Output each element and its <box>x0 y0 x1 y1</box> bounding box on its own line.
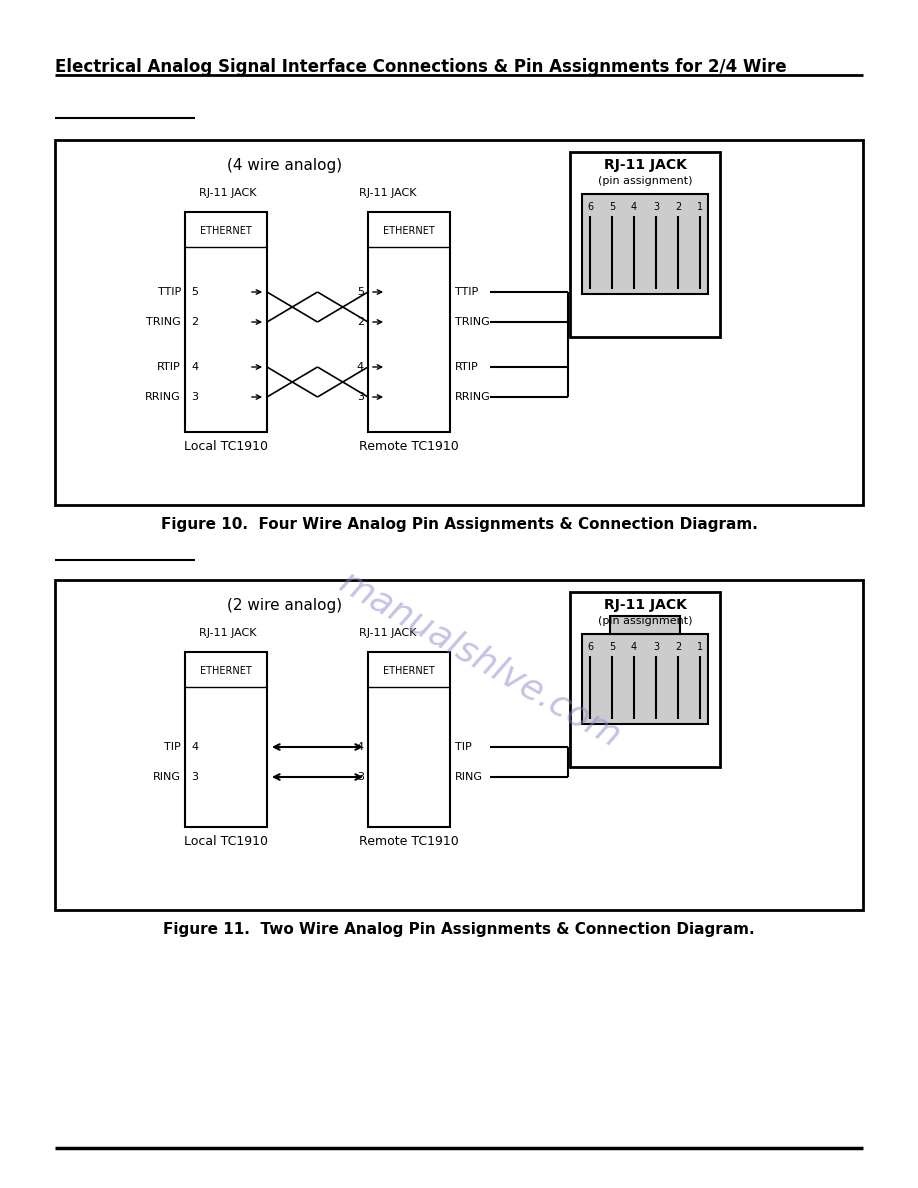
Text: RTIP: RTIP <box>157 362 181 372</box>
Text: 5: 5 <box>357 287 364 297</box>
Text: ETHERNET: ETHERNET <box>383 666 435 676</box>
Text: RJ-11 JACK: RJ-11 JACK <box>603 598 687 612</box>
Text: manualshlve.com: manualshlve.com <box>333 565 627 754</box>
Bar <box>570 592 720 767</box>
Text: Local TC1910: Local TC1910 <box>184 440 268 453</box>
Text: Remote TC1910: Remote TC1910 <box>359 835 459 848</box>
Text: 2: 2 <box>191 317 198 327</box>
Text: TIP: TIP <box>455 742 472 752</box>
Bar <box>582 194 708 293</box>
Bar <box>368 211 450 432</box>
Text: TIP: TIP <box>164 742 181 752</box>
Text: 3: 3 <box>191 392 198 402</box>
Text: 5: 5 <box>609 202 615 211</box>
Text: 4: 4 <box>357 742 364 752</box>
Bar <box>582 634 708 723</box>
Text: ETHERNET: ETHERNET <box>383 226 435 236</box>
Text: (pin assignment): (pin assignment) <box>598 617 692 626</box>
Text: RJ-11 JACK: RJ-11 JACK <box>359 188 417 198</box>
Text: 2: 2 <box>675 642 681 652</box>
Text: TTIP: TTIP <box>158 287 181 297</box>
Text: 4: 4 <box>631 642 637 652</box>
Text: RRING: RRING <box>455 392 491 402</box>
Text: 2: 2 <box>675 202 681 211</box>
Text: RJ-11 JACK: RJ-11 JACK <box>199 628 257 638</box>
Text: 5: 5 <box>609 642 615 652</box>
Text: Electrical Analog Signal Interface Connections & Pin Assignments for 2/4 Wire: Electrical Analog Signal Interface Conne… <box>55 58 787 76</box>
Text: Figure 11.  Two Wire Analog Pin Assignments & Connection Diagram.: Figure 11. Two Wire Analog Pin Assignmen… <box>163 922 755 937</box>
Text: 3: 3 <box>653 202 659 211</box>
Bar <box>55 580 863 910</box>
Text: RING: RING <box>455 772 483 782</box>
Text: TTIP: TTIP <box>455 287 478 297</box>
Bar <box>185 211 267 432</box>
Text: 4: 4 <box>357 362 364 372</box>
Text: RJ-11 JACK: RJ-11 JACK <box>199 188 257 198</box>
Bar <box>368 652 450 827</box>
Text: 3: 3 <box>653 642 659 652</box>
Text: 4: 4 <box>191 742 198 752</box>
Text: ETHERNET: ETHERNET <box>200 666 252 676</box>
Text: Remote TC1910: Remote TC1910 <box>359 440 459 453</box>
Text: RRING: RRING <box>145 392 181 402</box>
Bar <box>55 140 863 505</box>
Text: 3: 3 <box>191 772 198 782</box>
Text: TRING: TRING <box>146 317 181 327</box>
Text: (2 wire analog): (2 wire analog) <box>228 598 342 613</box>
Text: 5: 5 <box>191 287 198 297</box>
Text: TRING: TRING <box>455 317 489 327</box>
Text: Local TC1910: Local TC1910 <box>184 835 268 848</box>
Text: (pin assignment): (pin assignment) <box>598 176 692 187</box>
Text: ETHERNET: ETHERNET <box>200 226 252 236</box>
Text: 4: 4 <box>631 202 637 211</box>
Bar <box>185 652 267 827</box>
Text: (4 wire analog): (4 wire analog) <box>228 158 342 173</box>
Text: RJ-11 JACK: RJ-11 JACK <box>359 628 417 638</box>
Text: 1: 1 <box>697 202 703 211</box>
Text: RING: RING <box>153 772 181 782</box>
Bar <box>570 152 720 337</box>
Text: 3: 3 <box>357 392 364 402</box>
Text: Figure 10.  Four Wire Analog Pin Assignments & Connection Diagram.: Figure 10. Four Wire Analog Pin Assignme… <box>161 517 757 532</box>
Bar <box>610 617 679 634</box>
Text: 2: 2 <box>357 317 364 327</box>
Text: 6: 6 <box>587 202 593 211</box>
Text: RJ-11 JACK: RJ-11 JACK <box>603 158 687 172</box>
Text: 6: 6 <box>587 642 593 652</box>
Text: 3: 3 <box>357 772 364 782</box>
Text: 4: 4 <box>191 362 198 372</box>
Text: 1: 1 <box>697 642 703 652</box>
Text: RTIP: RTIP <box>455 362 479 372</box>
